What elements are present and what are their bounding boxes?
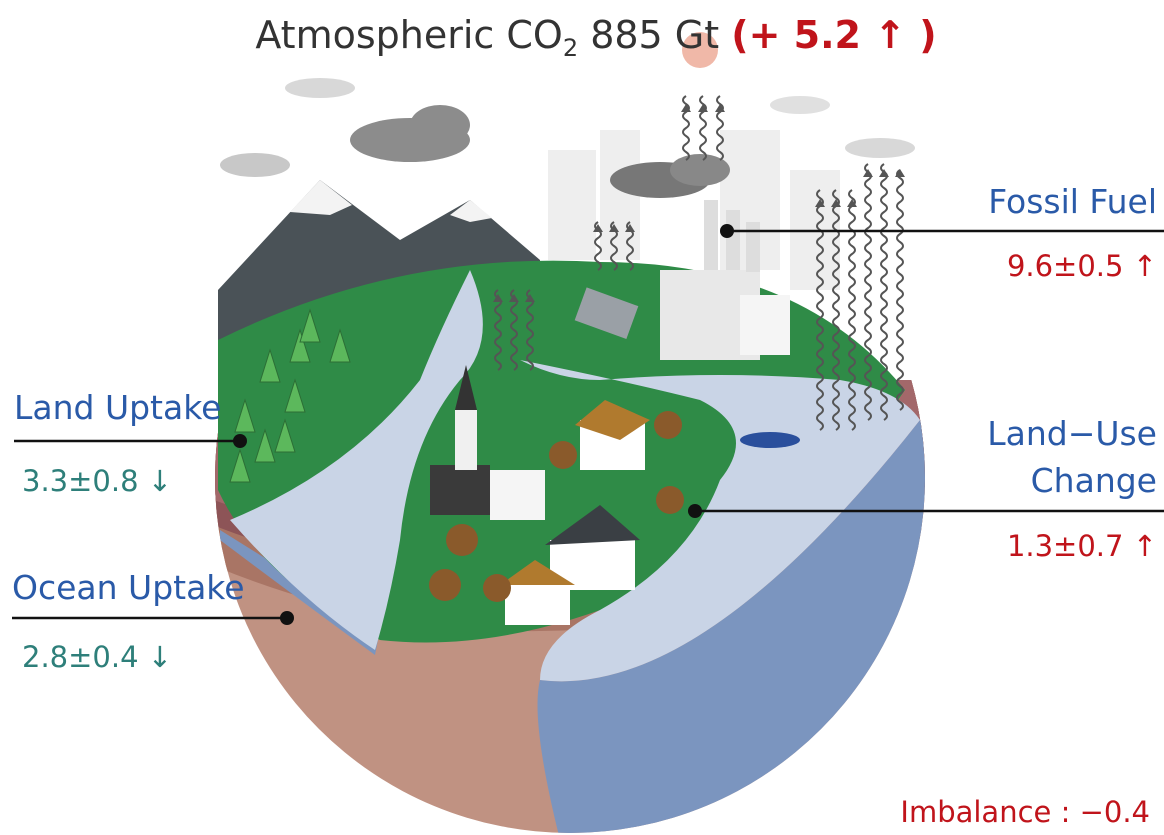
land-use-value: 1.3±0.7 ↑ [1007,529,1157,563]
arrow-head [593,224,603,232]
house [505,580,570,625]
cloud [285,78,355,98]
tree [549,441,577,469]
pine-tree [254,428,276,463]
cloud [770,96,830,114]
leader-dot [233,434,247,448]
pine-tree [229,448,251,483]
arrow-head [895,169,905,177]
pine-tree [299,308,321,343]
wave-arrow [864,163,872,421]
leader-dot [688,504,702,518]
arrow-head [698,104,708,112]
arrow-head [493,294,503,302]
fossil-fuel-value: 9.6±0.5 ↑ [1007,249,1157,283]
land-use-label: Change [1031,461,1157,500]
chimney [726,210,740,270]
chimney [746,222,760,272]
fossil-fuel-label: Fossil Fuel [988,182,1157,221]
wave-arrow [494,289,502,371]
title-change: (+ 5.2 ↑ ) [731,13,936,57]
arrow-head [509,294,519,302]
round-trees [429,411,684,602]
pine-tree [234,398,256,433]
house [490,470,545,520]
wave-arrow [716,95,724,161]
arrow-head [525,294,535,302]
pine-tree [274,418,296,453]
wave-arrow [682,95,690,161]
wave-arrow [699,95,707,161]
village [430,365,650,625]
cloud [410,105,470,145]
arrow-head [879,169,889,177]
spill [740,432,800,448]
title: Atmospheric CO2 885 Gt (+ 5.2 ↑ ) [255,13,936,62]
arrow-head [609,224,619,232]
spire [455,365,477,410]
church [430,465,490,515]
chimney [704,200,718,270]
imbalance: Imbalance : −0.4 [900,795,1150,829]
land-use-label: Land−Use [987,414,1157,453]
tree [483,574,511,602]
factory-building [740,295,790,355]
roof [575,400,650,440]
ocean-uptake-label: Ocean Uptake [12,568,245,607]
pine-tree [329,328,351,363]
arrow-head [863,169,873,177]
arrow-head [847,199,857,207]
snow [290,180,492,222]
pine-tree [289,328,311,363]
title-prefix: Atmospheric CO [255,13,562,57]
cloud [220,153,290,177]
title-suffix: 885 Gt [578,13,731,57]
arrow-head [831,199,841,207]
ocean-uptake-value: 2.8±0.4 ↓ [22,640,172,674]
arrow-head [715,104,725,112]
arrow-head [681,104,691,112]
title-dot [682,32,718,68]
wave-arrow [526,289,534,371]
tree [654,411,682,439]
tree [656,486,684,514]
title-subscript: 2 [563,34,578,62]
roof [500,560,575,585]
arrow-head [625,224,635,232]
tree [446,524,478,556]
pine-trees [229,308,351,483]
roof [545,505,640,545]
cloud [845,138,915,158]
tree [429,569,461,601]
wave-arrow [896,169,904,411]
pine-tree [284,378,306,413]
leader-dot [280,611,294,625]
land-uptake-value: 3.3±0.8 ↓ [22,464,172,498]
church-tower [455,410,477,470]
land-uptake-label: Land Uptake [14,388,221,427]
smoke [670,154,730,186]
wave-arrow [880,163,888,421]
truck [574,287,639,340]
building [548,150,596,260]
clouds [220,78,915,198]
arrow-head [815,199,825,207]
leader-dot [720,224,734,238]
wave-arrow [510,289,518,371]
pine-tree [259,348,281,383]
river [230,270,483,650]
factory [574,200,790,360]
ocean [520,360,920,682]
